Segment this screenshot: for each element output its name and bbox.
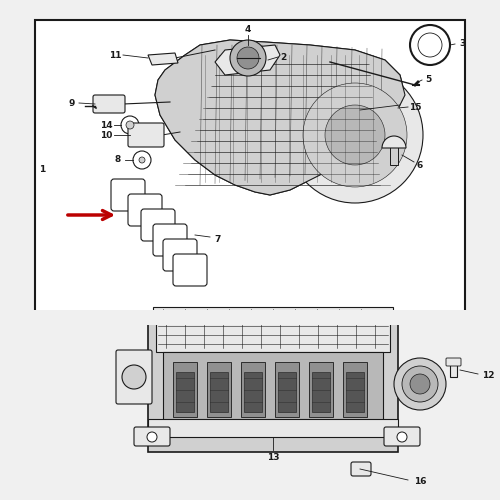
Bar [346,372,364,412]
Bar [0,310,500,325]
Circle shape [418,33,442,57]
Text: 5: 5 [425,76,431,84]
Wedge shape [382,136,406,148]
Circle shape [394,358,446,410]
Bar [312,372,330,412]
Bar [309,362,333,417]
FancyBboxPatch shape [128,194,162,226]
Text: 2: 2 [280,52,286,62]
Circle shape [287,67,423,203]
Text: 4: 4 [245,26,251,35]
Bar [163,352,383,422]
Circle shape [121,116,139,134]
Text: 3: 3 [459,40,465,48]
Circle shape [133,151,151,169]
Circle shape [410,374,430,394]
FancyBboxPatch shape [116,350,152,404]
Bar [244,372,262,412]
Text: 8: 8 [115,156,121,164]
Polygon shape [148,53,178,65]
FancyBboxPatch shape [111,179,145,211]
Circle shape [122,365,146,389]
Bar [148,419,398,437]
FancyBboxPatch shape [128,123,164,147]
Circle shape [325,105,385,165]
Circle shape [139,157,145,163]
Bar [278,372,296,412]
FancyBboxPatch shape [173,254,207,286]
Text: 9: 9 [69,98,75,108]
Circle shape [303,83,407,187]
FancyBboxPatch shape [384,427,420,446]
Polygon shape [155,40,405,195]
Circle shape [237,47,259,69]
FancyBboxPatch shape [163,239,197,271]
Bar [156,317,390,352]
Text: 12: 12 [482,372,494,380]
Bar [450,363,457,377]
Bar [210,372,228,412]
Polygon shape [155,40,405,195]
Text: 7: 7 [215,236,221,244]
Circle shape [397,432,407,442]
Bar [343,362,367,417]
Text: 14: 14 [100,120,112,130]
Text: 16: 16 [414,478,426,486]
Circle shape [147,432,157,442]
FancyBboxPatch shape [93,95,125,113]
Bar [148,312,398,452]
Text: 1: 1 [39,166,45,174]
Text: 6: 6 [417,160,423,170]
Bar [275,362,299,417]
Bar [35,20,465,315]
Circle shape [410,25,450,65]
FancyBboxPatch shape [141,209,175,241]
Circle shape [126,121,134,129]
FancyBboxPatch shape [446,358,461,366]
Bar [207,362,231,417]
Text: 15: 15 [409,102,421,112]
Circle shape [402,366,438,402]
Bar [241,362,265,417]
Bar [390,147,398,165]
Text: 11: 11 [109,50,121,59]
Circle shape [230,40,266,76]
FancyBboxPatch shape [153,224,187,256]
Bar [153,307,393,319]
FancyBboxPatch shape [134,427,170,446]
Bar [173,362,197,417]
FancyBboxPatch shape [351,462,371,476]
Text: 10: 10 [100,130,112,140]
Bar [176,372,194,412]
Text: 13: 13 [267,452,279,462]
Polygon shape [215,45,280,75]
